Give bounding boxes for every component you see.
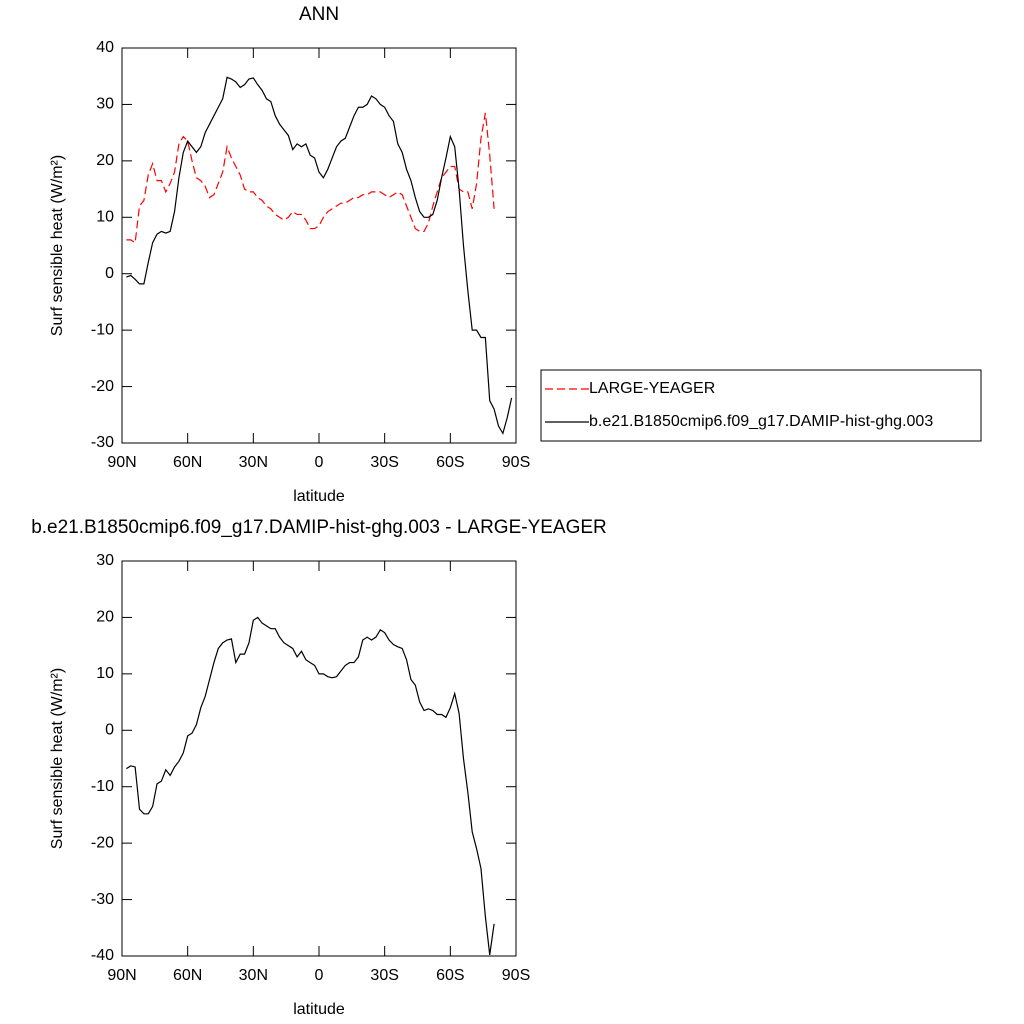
x-tick-label: 90N: [107, 454, 136, 471]
y-tick-label: -10: [91, 321, 114, 338]
plot-frame: [121, 47, 517, 444]
data-line: [126, 76, 513, 435]
plot-frame: [121, 560, 517, 957]
y-tick-label: -30: [91, 434, 114, 451]
y-tick-label: 10: [96, 665, 114, 682]
x-tick-label: 60S: [436, 967, 464, 984]
x-tick-label: 90S: [502, 454, 530, 471]
x-tick-label: 0: [315, 967, 324, 984]
chart-title: b.e21.B1850cmip6.f09_g17.DAMIP-hist-ghg.…: [31, 517, 607, 538]
legend-box: [540, 369, 982, 442]
y-tick-label: 30: [96, 96, 114, 113]
data-line: [126, 616, 495, 955]
y-tick-label: 30: [96, 552, 114, 569]
x-tick-label: 30S: [370, 967, 398, 984]
y-tick-label: -20: [91, 834, 114, 851]
x-tick-label: 90N: [107, 967, 136, 984]
legend-label: LARGE-YEAGER: [589, 380, 715, 397]
y-tick-label: 0: [105, 265, 114, 282]
y-tick-label: -20: [91, 378, 114, 395]
chart-title: ANN: [299, 4, 339, 25]
x-tick-label: 30N: [239, 967, 268, 984]
y-tick-label: -30: [91, 891, 114, 908]
y-tick-label: 20: [96, 152, 114, 169]
x-axis-label: latitude: [293, 488, 345, 505]
y-tick-label: -10: [91, 778, 114, 795]
y-tick-label: 20: [96, 609, 114, 626]
x-tick-label: 30S: [370, 454, 398, 471]
y-tick-label: 0: [105, 722, 114, 739]
y-tick-label: 10: [96, 209, 114, 226]
data-line: [126, 112, 495, 244]
x-tick-label: 30N: [239, 454, 268, 471]
x-axis-label: latitude: [293, 1001, 345, 1018]
y-tick-label: 40: [96, 39, 114, 56]
x-tick-label: 90S: [502, 967, 530, 984]
x-tick-label: 60S: [436, 454, 464, 471]
y-axis-label: Surf sensible heat (W/m²): [49, 155, 66, 336]
legend-label: b.e21.B1850cmip6.f09_g17.DAMIP-hist-ghg.…: [589, 413, 933, 430]
y-tick-label: -40: [91, 947, 114, 964]
y-axis-label: Surf sensible heat (W/m²): [49, 668, 66, 849]
x-tick-label: 60N: [173, 967, 202, 984]
x-tick-label: 60N: [173, 454, 202, 471]
x-tick-label: 0: [315, 454, 324, 471]
